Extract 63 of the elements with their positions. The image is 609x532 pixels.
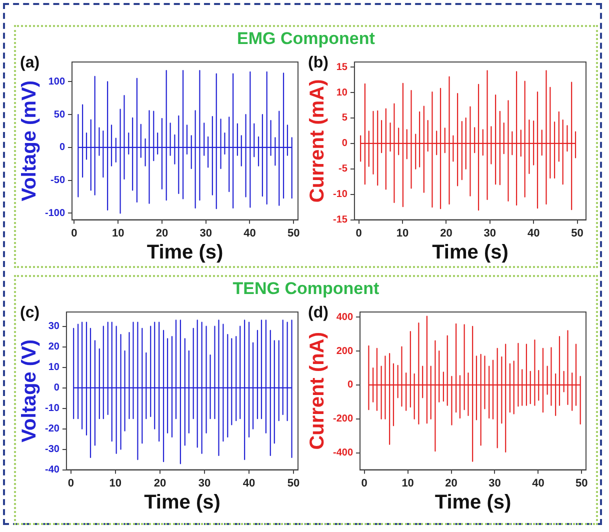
x-tick-label: 40 [244, 227, 256, 240]
x-tick-label: 20 [154, 477, 166, 490]
chart-title: TENG Component [232, 279, 380, 298]
x-tick-label: 50 [287, 227, 300, 240]
x-tick-label: 30 [198, 477, 211, 490]
x-tick-label: 10 [402, 477, 414, 490]
x-tick-label: 30 [488, 477, 501, 490]
x-tick-label: 30 [484, 227, 496, 240]
x-tick-label: 20 [445, 477, 458, 490]
x-tick-label: 20 [156, 227, 168, 240]
text: (c) [20, 304, 40, 322]
x-tick-label: 10 [112, 227, 124, 240]
y-axis-title: Current (mA) [306, 79, 329, 203]
y-tick-label: 10 [336, 87, 348, 98]
x-tick-label: 10 [109, 477, 122, 490]
x-tick-label: 40 [532, 477, 544, 490]
y-tick-label: 50 [54, 109, 66, 120]
x-axis-title: Time (s) [434, 492, 512, 514]
y-tick-label: -40 [45, 464, 60, 476]
x-tick-label: 0 [71, 227, 78, 240]
x-tick-label: 40 [527, 227, 540, 240]
y-tick-label: 0 [54, 382, 60, 394]
y-tick-label: -50 [50, 175, 66, 186]
y-tick-label: 30 [48, 321, 60, 332]
y-tick-label: 15 [336, 62, 348, 73]
x-axis-title: Time (s) [144, 492, 220, 514]
y-tick-label: 100 [48, 76, 66, 88]
y-tick-label: 400 [336, 312, 354, 323]
x-tick-label: 20 [440, 227, 452, 240]
y-tick-label: 20 [48, 342, 60, 353]
y-tick-label: 0 [347, 380, 354, 391]
x-tick-label: 0 [361, 477, 368, 490]
x-tick-label: 0 [68, 477, 74, 490]
y-tick-label: -200 [333, 414, 354, 425]
chart-title: EMG Component [237, 29, 375, 48]
text: (d) [308, 304, 328, 322]
y-tick-label: -20 [45, 424, 60, 435]
x-tick-label: 0 [356, 227, 362, 240]
x-tick-label: 50 [571, 227, 584, 240]
y-axis-title: Current (nA) [306, 332, 329, 450]
x-axis-title: Time (s) [146, 242, 224, 264]
y-tick-label: 5 [342, 112, 348, 124]
y-axis-title: Voltage (V) [18, 339, 41, 442]
y-tick-label: -100 [45, 208, 66, 219]
y-tick-label: 200 [336, 346, 354, 357]
y-tick-label: 10 [48, 362, 60, 374]
x-tick-label: 50 [287, 477, 300, 490]
y-tick-label: -30 [45, 444, 60, 456]
text: (b) [308, 54, 328, 72]
y-axis-title: Voltage (mV) [18, 80, 41, 202]
y-tick-label: -5 [338, 164, 348, 175]
y-tick-label: 0 [59, 142, 66, 154]
y-tick-label: 0 [342, 138, 348, 150]
x-axis-title: Time (s) [432, 242, 508, 264]
x-tick-label: 10 [396, 227, 409, 240]
text: (a) [20, 54, 40, 72]
y-tick-label: -15 [333, 214, 348, 226]
x-tick-label: 50 [576, 477, 588, 490]
x-tick-label: 30 [200, 227, 212, 240]
y-tick-label: -10 [45, 403, 60, 414]
y-tick-label: -10 [333, 189, 348, 200]
x-tick-label: 40 [242, 477, 256, 490]
y-tick-label: -400 [333, 448, 354, 459]
